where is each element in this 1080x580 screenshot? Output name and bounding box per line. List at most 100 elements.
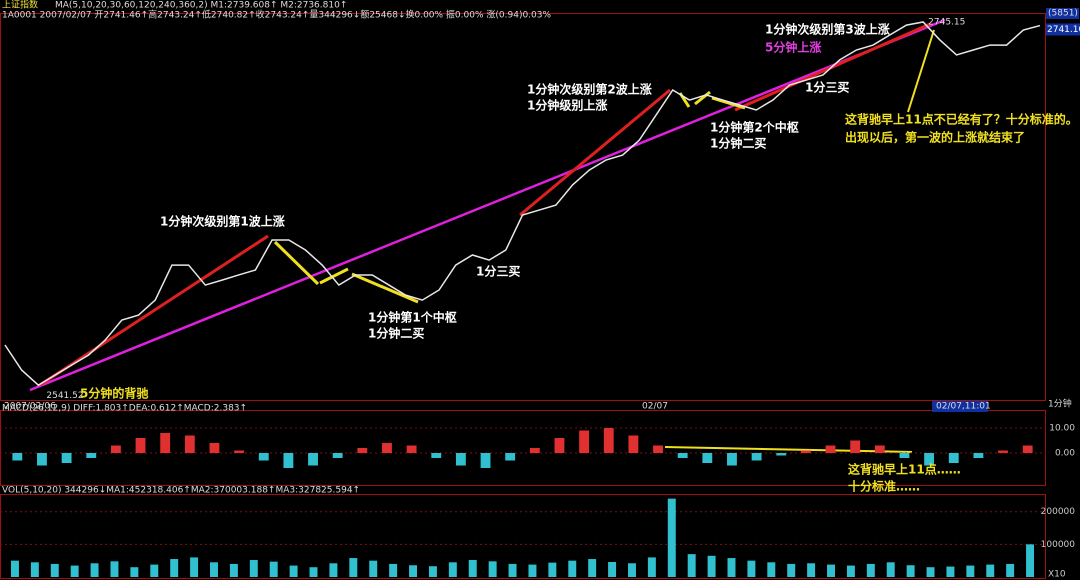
bar bbox=[653, 445, 663, 453]
bar bbox=[357, 448, 368, 453]
bar bbox=[30, 562, 39, 577]
annotation: 1分钟第2个中枢 bbox=[710, 120, 799, 135]
bar bbox=[480, 453, 491, 468]
bar bbox=[747, 560, 756, 577]
bar bbox=[946, 566, 955, 577]
bar bbox=[508, 563, 517, 577]
bar bbox=[926, 567, 935, 577]
bar bbox=[309, 567, 318, 577]
bar bbox=[505, 453, 516, 461]
unit-label: X10 bbox=[1048, 570, 1066, 580]
quote-info: 1A0001 2007/02/07 开2741.46↑高2743.24↑低274… bbox=[2, 9, 551, 21]
bar bbox=[468, 560, 477, 577]
bar bbox=[12, 453, 23, 461]
bar bbox=[289, 565, 298, 577]
bar bbox=[308, 453, 318, 466]
bar bbox=[787, 563, 796, 577]
bar bbox=[234, 450, 245, 453]
bar bbox=[1026, 544, 1035, 577]
bar bbox=[727, 453, 737, 466]
bar bbox=[1022, 445, 1033, 453]
panel-title: MACD(26,12,9) DIFF:1.803↑DEA:0.612↑MACD:… bbox=[2, 404, 247, 414]
high-label: 2745.15 bbox=[928, 18, 965, 28]
bar bbox=[90, 563, 99, 577]
bar bbox=[382, 443, 392, 453]
bar bbox=[249, 560, 258, 577]
bar bbox=[160, 433, 171, 453]
annotation: 1分钟级别上涨 bbox=[527, 98, 607, 113]
bar bbox=[776, 453, 787, 456]
y-tick-label: 100000 bbox=[1041, 540, 1076, 550]
bar bbox=[727, 558, 736, 577]
bar bbox=[702, 453, 713, 463]
bar bbox=[948, 453, 959, 463]
y-tick-label: 0.00 bbox=[1055, 449, 1075, 459]
bar bbox=[825, 445, 836, 453]
bar bbox=[998, 450, 1008, 453]
annotation: 5分钟上涨 bbox=[765, 40, 821, 55]
panel-title: VOL(5,10,20) 344296↓MA1:452318.406↑MA2:3… bbox=[2, 486, 360, 496]
period: 1分钟 bbox=[1048, 398, 1072, 410]
bar bbox=[258, 453, 269, 461]
bar bbox=[190, 557, 199, 577]
annotation: 1分三买 bbox=[805, 80, 849, 95]
x-label-box bbox=[932, 401, 988, 412]
annotation: 1分钟二买 bbox=[710, 136, 766, 151]
annotation: 1分三买 bbox=[476, 264, 520, 279]
code-label: (5851) bbox=[1048, 9, 1078, 19]
bar bbox=[210, 562, 218, 577]
title: 上证指数 bbox=[2, 0, 38, 11]
bar bbox=[866, 563, 875, 577]
bar bbox=[406, 445, 417, 453]
last-box bbox=[1046, 23, 1080, 36]
annotation: 这背驰早上11点不已经有了？十分标准的。 bbox=[845, 112, 1078, 127]
bar bbox=[110, 561, 119, 577]
bar bbox=[184, 435, 195, 453]
annotation: 5分钟的背驰 bbox=[80, 386, 148, 401]
bar bbox=[389, 563, 398, 577]
bar bbox=[827, 564, 835, 577]
bar bbox=[488, 561, 497, 577]
bar bbox=[283, 453, 294, 468]
bar bbox=[548, 562, 557, 577]
bar bbox=[627, 563, 636, 577]
bar bbox=[10, 560, 19, 577]
bar bbox=[568, 560, 577, 577]
annotation: 1分钟次级别第3波上涨 bbox=[765, 22, 890, 37]
annotation: 这背驰早上11点…… bbox=[848, 462, 961, 477]
annotation: 十分标准…… bbox=[848, 479, 920, 494]
bar bbox=[687, 554, 696, 577]
bar bbox=[899, 453, 910, 458]
bar bbox=[751, 453, 762, 461]
annotation: 出现以后，第一波的上涨就结束了 bbox=[845, 130, 1025, 145]
bar bbox=[209, 443, 220, 453]
bar bbox=[667, 498, 676, 577]
code-box bbox=[1046, 8, 1079, 19]
y-tick-label: 10.00 bbox=[1049, 424, 1075, 434]
bar bbox=[529, 448, 540, 453]
bar bbox=[329, 563, 338, 577]
bar bbox=[170, 559, 179, 577]
bar bbox=[647, 557, 656, 577]
bar bbox=[628, 435, 639, 453]
bar bbox=[130, 567, 139, 577]
bar bbox=[455, 453, 466, 466]
bar bbox=[135, 438, 146, 453]
bar bbox=[677, 453, 688, 458]
bar bbox=[428, 566, 437, 577]
bar bbox=[608, 561, 617, 577]
bar bbox=[846, 565, 855, 577]
bar bbox=[603, 428, 614, 453]
bar bbox=[448, 562, 457, 577]
bar bbox=[332, 453, 343, 458]
bar bbox=[150, 564, 159, 577]
frames bbox=[0, 13, 1046, 579]
arrows bbox=[29, 18, 946, 453]
bar bbox=[61, 453, 72, 463]
y-tick-label: 200000 bbox=[1041, 507, 1076, 517]
bar bbox=[431, 453, 442, 458]
bar bbox=[409, 565, 418, 577]
